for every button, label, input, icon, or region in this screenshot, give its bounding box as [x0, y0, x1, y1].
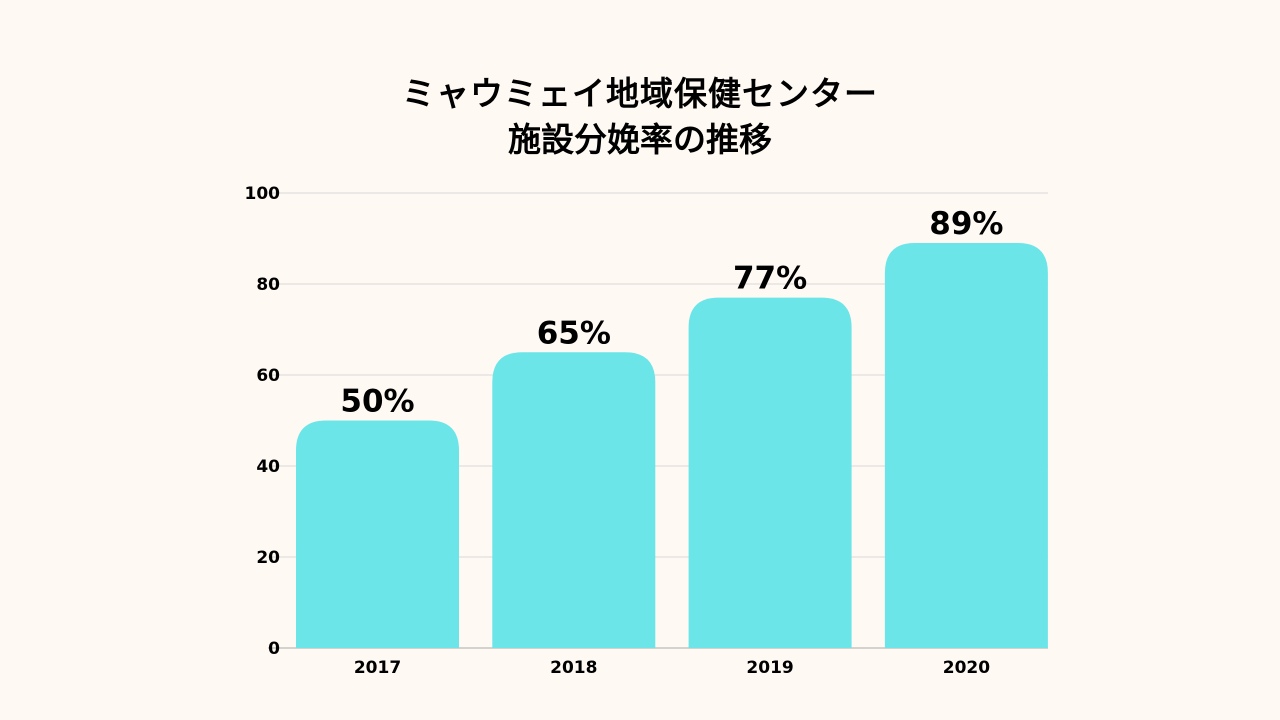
data-label: 89% [929, 206, 1003, 242]
chart-title-line-1: ミャウミェイ地域保健センター [402, 74, 878, 113]
bar [884, 243, 1048, 649]
data-label: 77% [733, 261, 807, 297]
bar [492, 352, 656, 648]
bar [296, 420, 459, 648]
bar [688, 297, 852, 648]
x-tick-label: 2018 [550, 658, 597, 678]
data-label: 65% [537, 315, 611, 351]
x-tick-label: 2020 [943, 658, 990, 678]
chart-title-line-2: 施設分娩率の推移 [508, 120, 772, 159]
x-tick-label: 2017 [354, 658, 401, 678]
y-tick-label: 60 [256, 366, 280, 386]
y-tick-label: 20 [256, 548, 280, 568]
y-tick-label: 80 [256, 275, 280, 295]
data-label: 50% [340, 384, 414, 420]
x-tick-label: 2019 [746, 658, 793, 678]
y-tick-label: 40 [256, 457, 280, 477]
y-tick-label: 100 [245, 184, 281, 204]
y-tick-label: 0 [268, 639, 280, 659]
